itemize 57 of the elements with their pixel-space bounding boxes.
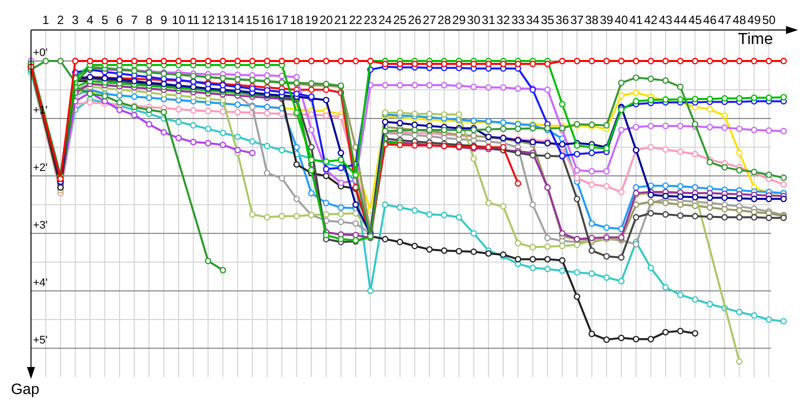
- y-tick-label: +2': [33, 162, 48, 174]
- x-tick-label: 46: [703, 13, 717, 27]
- y-tick-label: +0': [33, 47, 48, 60]
- x-tick-label: 5: [101, 13, 108, 27]
- x-tick-label: 25: [393, 13, 407, 27]
- x-tick-label: 32: [496, 13, 510, 27]
- x-tick-label: 26: [408, 13, 422, 27]
- x-tick-label: 45: [688, 13, 702, 27]
- x-tick-label: 44: [674, 13, 688, 27]
- x-tick-label: 41: [629, 13, 644, 27]
- x-tick-label: 15: [246, 13, 260, 27]
- y-tick-label: +4': [33, 276, 48, 289]
- x-tick-label: 19: [304, 13, 318, 27]
- x-tick-label: 16: [260, 13, 274, 27]
- x-tick-label: 47: [718, 13, 732, 27]
- x-tick-label: 14: [230, 13, 245, 27]
- x-tick-label: 35: [540, 13, 554, 27]
- x-tick-label: 13: [216, 13, 230, 27]
- x-tick-label: 38: [585, 13, 599, 27]
- x-tick-label: 28: [438, 13, 452, 27]
- x-tick-label: 43: [658, 13, 673, 27]
- x-axis-title: Time: [738, 31, 774, 48]
- x-tick-label: 22: [348, 13, 363, 27]
- x-tick-label: 37: [570, 13, 584, 27]
- x-tick-label: 2: [57, 13, 64, 27]
- x-tick-label: 29: [452, 13, 466, 27]
- x-tick-label: 33: [511, 13, 525, 27]
- x-tick-label: 3: [72, 13, 79, 27]
- x-tick-label: 8: [146, 13, 153, 27]
- x-tick-label: 12: [201, 13, 216, 27]
- x-tick-label: 7: [130, 13, 138, 27]
- x-tick-label: 23: [364, 13, 378, 27]
- x-tick-label: 30: [467, 13, 481, 27]
- x-tick-label: 9: [160, 13, 168, 27]
- x-tick-label: 36: [556, 13, 570, 27]
- x-tick-label: 17: [275, 13, 289, 27]
- x-tick-label: 6: [116, 13, 124, 27]
- x-tick-label: 39: [600, 13, 614, 27]
- x-tick-label: 48: [732, 13, 746, 27]
- x-tick-label: 49: [747, 13, 762, 27]
- x-tick-label: 20: [319, 13, 334, 27]
- x-tick-label: 10: [172, 13, 186, 27]
- y-axis-title: Gap: [11, 381, 40, 398]
- y-tick-label: +3': [33, 219, 48, 232]
- x-tick-label: 34: [526, 13, 540, 27]
- x-tick-label: 1: [42, 13, 50, 27]
- x-tick-label: 27: [422, 13, 436, 27]
- x-tick-label: 40: [614, 13, 628, 27]
- x-tick-label: 18: [290, 13, 304, 27]
- y-tick-label: +5': [33, 334, 48, 346]
- x-tick-label: 24: [378, 13, 392, 27]
- x-tick-label: 21: [334, 13, 348, 27]
- x-tick-label: 11: [187, 13, 200, 27]
- x-tick-label: 31: [482, 13, 496, 27]
- x-tick-label: 4: [86, 13, 94, 27]
- x-tick-label: 42: [644, 13, 658, 27]
- x-tick-label: 50: [762, 13, 776, 27]
